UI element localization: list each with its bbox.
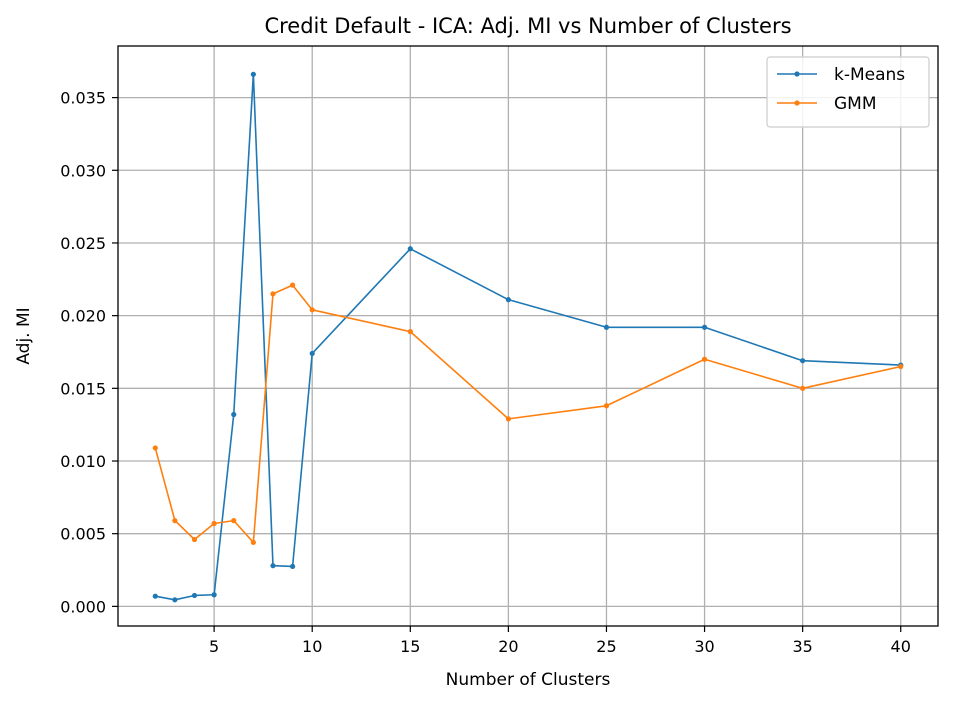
data-point-gmm [172, 518, 178, 524]
data-point-gmm [152, 445, 158, 451]
legend-marker-k-means [794, 71, 800, 77]
data-point-k-means [231, 411, 237, 418]
grid [118, 46, 938, 626]
x-tick-label: 40 [891, 637, 911, 656]
data-point-gmm [898, 363, 904, 370]
data-point-k-means [270, 563, 276, 569]
data-point-gmm [505, 416, 511, 422]
data-point-gmm [603, 403, 610, 409]
data-point-gmm [800, 385, 806, 391]
data-point-gmm [231, 518, 237, 524]
legend: k-Means GMM [766, 56, 930, 128]
legend-marker-gmm [794, 100, 800, 106]
data-point-k-means [211, 592, 217, 598]
plot-area [152, 71, 904, 603]
x-tick-label: 30 [694, 637, 714, 656]
legend-label-gmm: GMM [834, 94, 877, 114]
x-tick-label: 15 [400, 637, 420, 656]
data-point-k-means [701, 324, 708, 330]
axes-frame [117, 45, 939, 627]
axis-ticks: 5 10 15 20 25 30 35 40 0.000 0.005 0.010 0.015 0.020… [60, 89, 911, 656]
data-point-gmm [270, 291, 276, 297]
data-point-gmm [250, 539, 256, 546]
data-point-gmm [701, 356, 708, 362]
data-point-k-means [309, 350, 315, 357]
x-tick-label: 20 [498, 637, 518, 656]
y-tick-label: 0.025 [60, 234, 106, 253]
data-point-k-means [505, 297, 511, 303]
x-axis-label: Number of Clusters [446, 670, 611, 690]
data-point-k-means [603, 324, 610, 330]
x-tick-label: 5 [209, 637, 219, 656]
data-point-gmm [289, 282, 296, 288]
x-tick-label: 10 [302, 637, 322, 656]
data-point-k-means [172, 597, 178, 603]
x-tick-label: 35 [792, 637, 812, 656]
data-point-k-means [152, 593, 158, 599]
y-tick-label: 0.020 [60, 307, 106, 326]
data-point-k-means [250, 71, 256, 77]
data-point-k-means [191, 592, 198, 599]
data-point-gmm [407, 329, 413, 335]
legend-label-k-means: k-Means [834, 65, 905, 85]
data-point-gmm [309, 307, 315, 313]
y-tick-label: 0.000 [60, 597, 106, 616]
y-tick-label: 0.015 [60, 379, 106, 398]
data-point-k-means [407, 246, 413, 252]
x-tick-label: 25 [596, 637, 616, 656]
y-tick-label: 0.035 [60, 89, 106, 108]
y-tick-label: 0.010 [60, 452, 106, 471]
chart-title: Credit Default - ICA: Adj. MI vs Number … [264, 14, 791, 38]
data-point-gmm [211, 520, 217, 527]
data-point-k-means [289, 563, 296, 570]
y-tick-label: 0.030 [60, 161, 106, 180]
y-axis-label: Adj. MI [14, 307, 34, 364]
y-tick-label: 0.005 [60, 525, 106, 544]
data-point-k-means [800, 358, 806, 364]
data-point-gmm [191, 536, 198, 543]
